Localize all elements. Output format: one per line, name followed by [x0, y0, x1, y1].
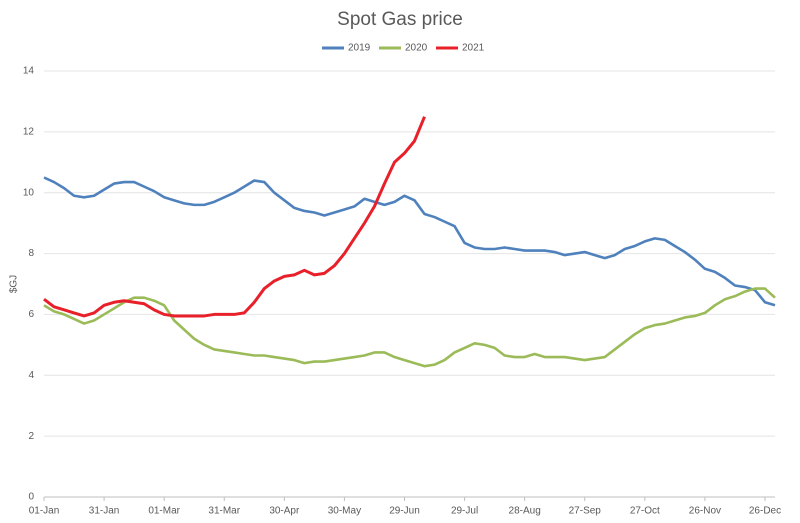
y-tick-label: 8 — [28, 248, 34, 259]
x-tick-label: 30-Apr — [269, 506, 300, 517]
legend-label: 2021 — [462, 43, 485, 54]
x-tick-label: 01-Mar — [148, 506, 180, 517]
series-line — [43, 287, 776, 368]
x-tick-label: 30-May — [328, 506, 361, 517]
y-tick-label: 2 — [28, 431, 34, 442]
x-tick-label: 27-Sep — [569, 506, 602, 517]
x-tick-label: 31-Mar — [208, 506, 240, 517]
y-tick-label: 6 — [28, 309, 34, 320]
y-tick-label: 4 — [28, 370, 34, 381]
y-tick-label: 14 — [23, 66, 35, 77]
x-tick-label: 29-Jun — [389, 506, 420, 517]
legend-label: 2020 — [405, 43, 428, 54]
series-line — [43, 176, 776, 307]
y-tick-label: 0 — [28, 492, 34, 503]
y-axis-label: $GJ — [9, 275, 20, 293]
x-tick-label: 29-Jul — [451, 506, 478, 517]
x-tick-label: 26-Nov — [689, 506, 721, 517]
y-tick-label: 10 — [23, 187, 35, 198]
x-tick-label: 31-Jan — [89, 506, 120, 517]
x-tick-label: 28-Aug — [509, 506, 541, 517]
x-tick-label: 01-Jan — [29, 506, 60, 517]
y-tick-label: 12 — [23, 126, 35, 137]
legend-label: 2019 — [348, 43, 371, 54]
x-tick-label: 26-Dec — [749, 506, 781, 517]
series-line — [43, 116, 426, 318]
chart-title: Spot Gas price — [337, 9, 463, 30]
x-tick-label: 27-Oct — [630, 506, 660, 517]
